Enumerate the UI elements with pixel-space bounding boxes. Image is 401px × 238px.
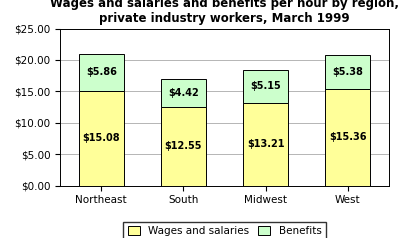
Bar [161,79,206,107]
Bar [325,55,371,89]
Bar [79,54,124,91]
Bar [325,89,371,186]
Bar [243,103,288,186]
Title: Wages and salaries and benefits per hour by region,
private industry workers, Ma: Wages and salaries and benefits per hour… [50,0,399,25]
Text: $12.55: $12.55 [165,141,202,151]
Bar [161,107,206,186]
Text: $15.36: $15.36 [329,132,367,142]
Text: $5.15: $5.15 [250,81,281,91]
Text: $15.08: $15.08 [83,133,120,143]
Text: $5.86: $5.86 [86,68,117,78]
Bar [79,91,124,186]
Bar [243,70,288,103]
Text: $13.21: $13.21 [247,139,284,149]
Text: $5.38: $5.38 [332,67,363,77]
Text: $4.42: $4.42 [168,88,199,98]
Legend: Wages and salaries, Benefits: Wages and salaries, Benefits [124,222,326,238]
